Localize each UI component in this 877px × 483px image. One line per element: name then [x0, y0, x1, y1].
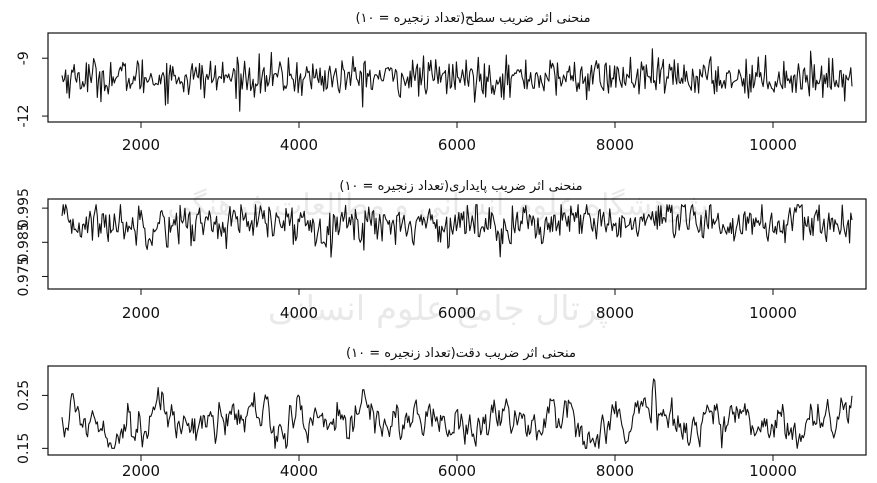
x-tick-label: 10000	[749, 462, 797, 480]
x-tick-label: 2000	[122, 136, 160, 154]
x-tick-label: 8000	[596, 462, 634, 480]
x-tick-label: 4000	[280, 304, 318, 322]
x-tick-label: 10000	[749, 304, 797, 322]
x-tick-label: 6000	[438, 304, 476, 322]
watermark-line-2: پرتال جامع علوم انسانی	[268, 289, 608, 329]
plot-frame	[47, 32, 867, 123]
precision-coefficient-trace-panel: منحنی اثر ضریب دقت(تعداد زنجیره = ۱۰) 20…	[16, 346, 867, 480]
y-tick-label: 0.975	[16, 256, 32, 296]
x-tick-label: 6000	[438, 462, 476, 480]
y-tick-label: -9	[16, 51, 32, 65]
y-tick-label: 0.985	[16, 222, 32, 262]
x-tick-label: 10000	[749, 136, 797, 154]
x-tick-label: 8000	[596, 136, 634, 154]
y-tick-label: 0.995	[16, 188, 32, 228]
trace-line	[61, 48, 853, 112]
x-tick-label: 2000	[122, 462, 160, 480]
level-coefficient-trace-panel: منحنی اثر ضریب سطح(تعداد زنجیره = ۱۰) 20…	[16, 11, 867, 154]
x-tick-label: 6000	[438, 136, 476, 154]
y-tick-label: -12	[16, 105, 32, 128]
y-tick-label: 0.15	[16, 433, 32, 464]
watermark-line-1: پژوهشگاه علوم انسانی و مطالعات فرهنگی	[167, 188, 709, 223]
trace-line	[61, 378, 853, 449]
panel-title: منحنی اثر ضریب سطح(تعداد زنجیره = ۱۰)	[355, 11, 590, 26]
panel-title: منحنی اثر ضریب دقت(تعداد زنجیره = ۱۰)	[346, 346, 576, 361]
y-tick-label: 0.25	[16, 380, 32, 411]
stability-coefficient-trace-panel: منحنی اثر ضریب پایداری(تعداد زنجیره = ۱۰…	[16, 179, 867, 322]
x-tick-label: 8000	[596, 304, 634, 322]
trace-line	[61, 204, 853, 258]
panel-title: منحنی اثر ضریب پایداری(تعداد زنجیره = ۱۰…	[339, 179, 582, 194]
x-tick-label: 4000	[280, 462, 318, 480]
x-tick-label: 4000	[280, 136, 318, 154]
x-tick-label: 2000	[122, 304, 160, 322]
watermark: پژوهشگاه علوم انسانی و مطالعات فرهنگی پر…	[167, 188, 709, 329]
